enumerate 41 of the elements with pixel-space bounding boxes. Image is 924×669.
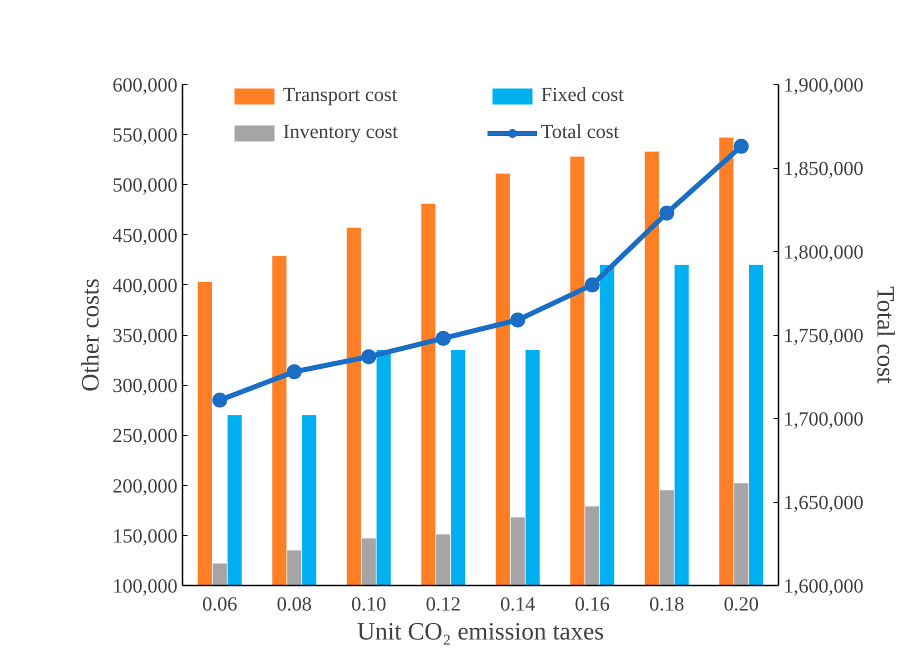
x-axis-title: Unit CO₂ emission taxes: [357, 618, 604, 646]
legend-label: Inventory cost: [283, 121, 399, 144]
point: [584, 277, 600, 292]
y2-tick-label: 1,800,000: [784, 242, 864, 264]
x-tick-label: 0.06: [202, 594, 238, 616]
y-tick-label: 300,000: [112, 375, 178, 398]
y2-tick-label: 1,650,000: [784, 492, 864, 514]
y-tick-label: 600,000: [112, 74, 178, 96]
y2-tick-label: 1,600,000: [784, 576, 864, 598]
point: [286, 364, 302, 380]
point: [361, 349, 376, 364]
x-tick-label: 0.12: [426, 594, 461, 616]
point: [659, 206, 674, 221]
y-tick-label: 100,000: [112, 576, 178, 598]
y-tick-label: 200,000: [112, 475, 178, 498]
x-tick-label: 0.10: [351, 594, 386, 616]
y-tick-label: 350,000: [112, 325, 178, 347]
y-tick-label: 450,000: [112, 224, 178, 247]
point: [510, 312, 526, 328]
y2-tick-label: 1,900,000: [784, 74, 864, 96]
point: [734, 138, 749, 154]
legend-label: Fixed cost: [541, 84, 625, 107]
y-tick-label: 500,000: [112, 174, 178, 197]
y2-tick-label: 1,850,000: [784, 158, 864, 180]
x-tick-label: 0.20: [724, 594, 759, 616]
y2-tick-label: 1,750,000: [784, 325, 864, 347]
y-tick-label: 550,000: [112, 124, 178, 147]
legend-label: Transport cost: [283, 84, 398, 107]
y-tick-label: 150,000: [112, 525, 178, 548]
point: [436, 330, 451, 346]
y2-tick-label: 1,700,000: [784, 408, 864, 430]
legend-label: Total cost: [541, 121, 620, 144]
x-tick-label: 0.16: [574, 594, 610, 616]
x-tick-label: 0.08: [276, 594, 312, 616]
y-axis-title: Other costs: [78, 278, 104, 392]
x-tick-label: 0.18: [649, 594, 684, 616]
y-tick-label: 400,000: [112, 274, 178, 297]
y-tick-label: 250,000: [112, 425, 178, 448]
y2-axis-title: Total cost: [872, 286, 898, 384]
point: [212, 392, 228, 408]
x-tick-label: 0.14: [500, 594, 536, 616]
